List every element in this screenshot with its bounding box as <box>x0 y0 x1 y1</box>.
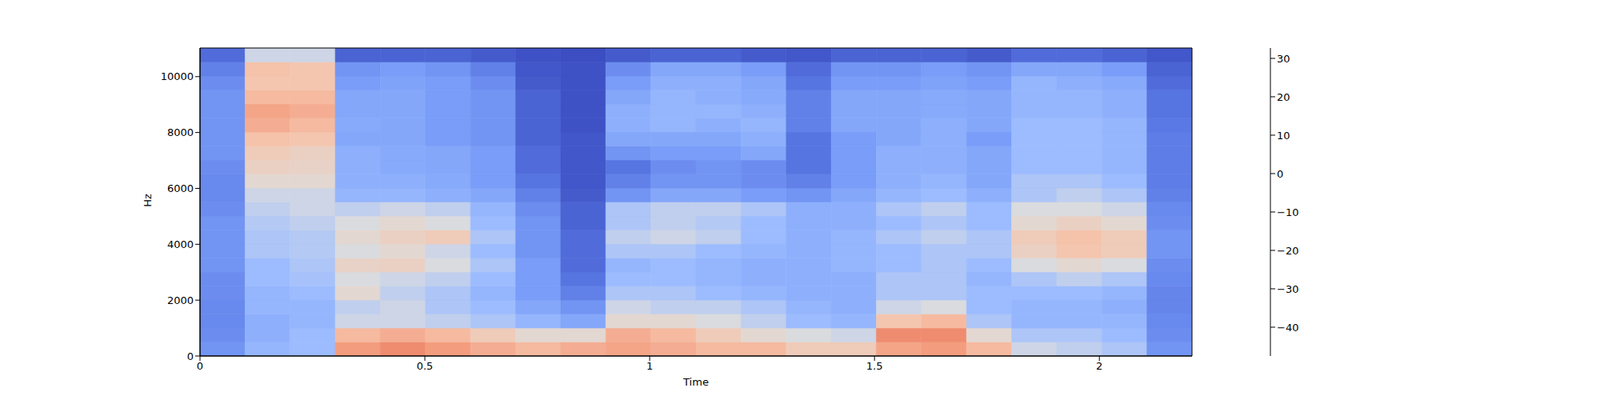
svg-text:0.5: 0.5 <box>416 360 434 372</box>
svg-text:0: 0 <box>1276 168 1284 180</box>
svg-text:1: 1 <box>646 360 653 372</box>
svg-text:6000: 6000 <box>167 182 194 195</box>
svg-text:−30: −30 <box>1276 283 1299 296</box>
svg-text:1.5: 1.5 <box>866 360 884 372</box>
svg-text:2: 2 <box>1096 360 1103 372</box>
svg-text:−20: −20 <box>1276 244 1299 257</box>
html-text:Hz: Hz <box>141 193 154 208</box>
svg-text:0: 0 <box>196 360 204 372</box>
svg-text:30: 30 <box>1276 52 1291 65</box>
svg-text:10000: 10000 <box>160 70 194 83</box>
svg-text:10: 10 <box>1276 129 1291 142</box>
svg-text:0: 0 <box>187 350 194 363</box>
svg-text:20: 20 <box>1276 91 1291 104</box>
svg-text:8000: 8000 <box>167 126 194 139</box>
html-text:Time: Time <box>683 376 709 388</box>
svg-text:4000: 4000 <box>167 238 194 251</box>
svg-text:−10: −10 <box>1276 206 1299 219</box>
svg-text:2000: 2000 <box>167 294 194 307</box>
svg-text:−40: −40 <box>1276 321 1299 334</box>
